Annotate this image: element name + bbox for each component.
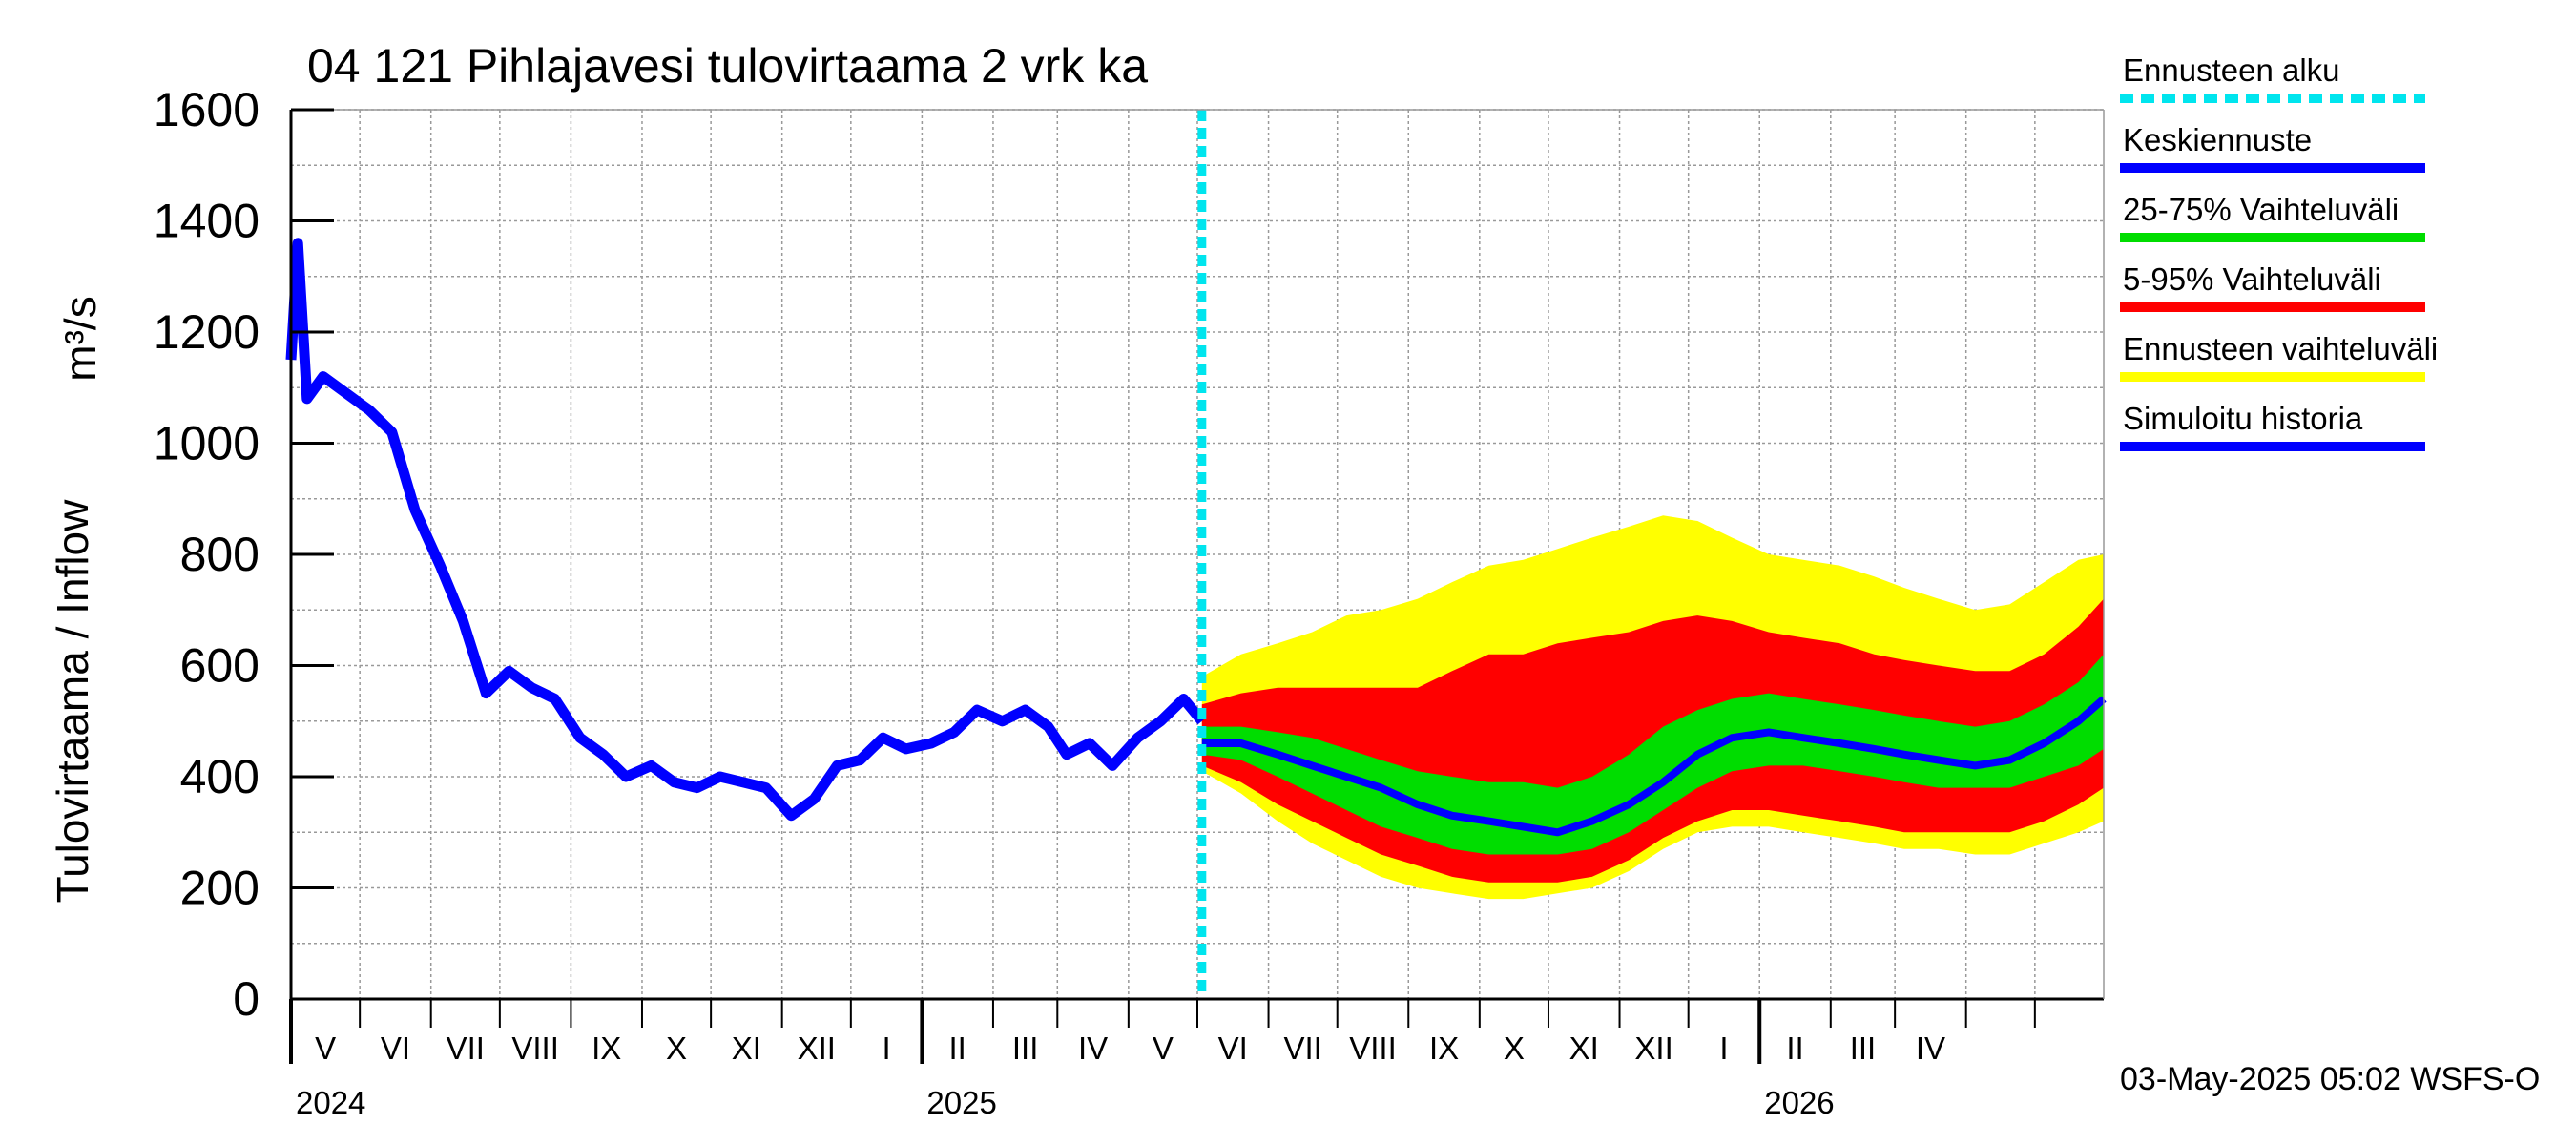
month-label: X [1504, 1030, 1525, 1066]
month-label: III [1850, 1030, 1877, 1066]
month-label: VII [1283, 1030, 1321, 1066]
month-label: XII [798, 1030, 836, 1066]
month-label: I [1719, 1030, 1728, 1066]
series-lines [285, 110, 2107, 999]
month-label: I [883, 1030, 891, 1066]
month-label: V [1153, 1030, 1174, 1066]
y-tick-label: 1000 [154, 417, 260, 470]
month-label: IX [592, 1030, 621, 1066]
year-tick-labels: 2024 2025 2026 [296, 1085, 1835, 1120]
month-label: V [315, 1030, 336, 1066]
year-label: 2024 [296, 1085, 365, 1120]
month-label: VI [1218, 1030, 1248, 1066]
year-label: 2026 [1764, 1085, 1834, 1120]
legend: Ennusteen alku Keskiennuste 25-75% Vaihtel… [2120, 52, 2438, 451]
year-label: 2025 [926, 1085, 996, 1120]
y-tick-label: 1600 [154, 83, 260, 136]
month-label: IV [1916, 1030, 1945, 1066]
y-tick-label: 1400 [154, 195, 260, 248]
y-axis-unit: m³/s [55, 296, 105, 381]
legend-label: Ennusteen vaihteluväli [2123, 331, 2438, 366]
legend-label: Ennusteen alku [2123, 52, 2340, 88]
y-tick-label: 600 [180, 639, 260, 693]
y-tick-label: 200 [180, 862, 260, 915]
month-label: VIII [511, 1030, 559, 1066]
month-label: IV [1078, 1030, 1108, 1066]
month-tick-labels: V VI VII VIII IX X XI XII I II III IV V VI VII VIII IX X X… [315, 1030, 1945, 1066]
month-label: II [948, 1030, 966, 1066]
month-label: VIII [1349, 1030, 1397, 1066]
y-tick-labels: 0 200 400 600 800 1000 1200 1400 1600 [154, 83, 260, 1026]
y-tick-label: 400 [180, 750, 260, 803]
legend-label: 25-75% Vaihteluväli [2123, 192, 2399, 227]
month-label: VII [447, 1030, 485, 1066]
month-label: VI [381, 1030, 410, 1066]
month-label: II [1786, 1030, 1803, 1066]
month-label: XII [1634, 1030, 1672, 1066]
month-label: XI [732, 1030, 761, 1066]
month-label: XI [1569, 1030, 1599, 1066]
axes [289, 108, 2105, 1064]
legend-label: Keskiennuste [2123, 122, 2312, 157]
month-label: III [1012, 1030, 1039, 1066]
legend-label: 5-95% Vaihteluväli [2123, 261, 2381, 297]
y-tick-label: 1200 [154, 305, 260, 359]
legend-label: Simuloitu historia [2123, 401, 2363, 436]
y-axis-label: Tulovirtaama / Inflow [48, 499, 97, 903]
y-tick-label: 0 [233, 972, 260, 1026]
y-tick-label: 800 [180, 528, 260, 581]
median-line [1201, 696, 2107, 837]
history-line [285, 238, 1207, 822]
month-label: IX [1429, 1030, 1459, 1066]
timestamp: 03-May-2025 05:02 WSFS-O [2120, 1061, 2540, 1097]
month-label: X [666, 1030, 687, 1066]
chart-title: 04 121 Pihlajavesi tulovirtaama 2 vrk ka [307, 39, 1148, 93]
